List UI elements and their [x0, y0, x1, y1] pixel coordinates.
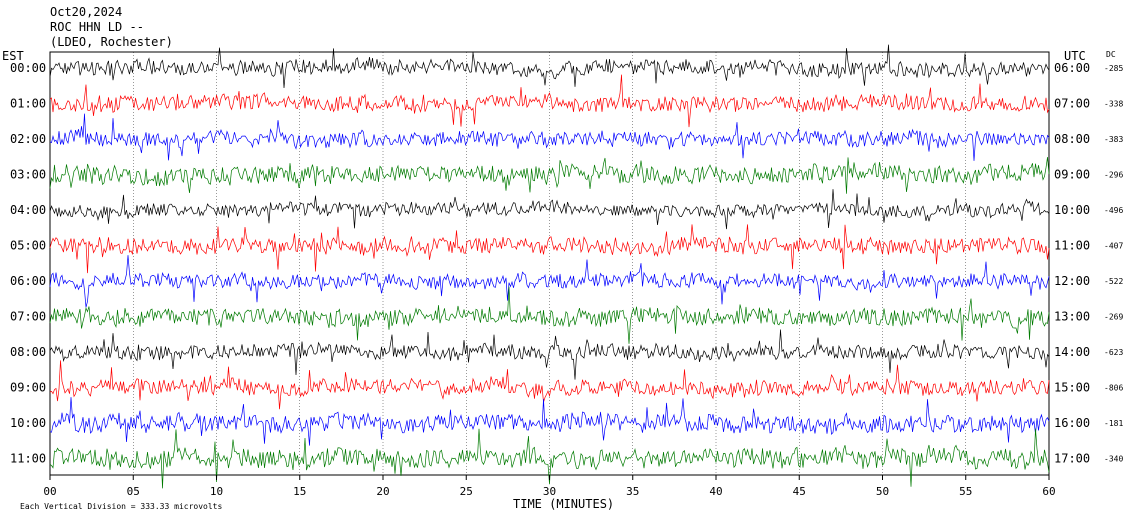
utc-hour-labels: 06:00 07:00 08:00 09:00 10:00 11:00 12:00 13:00… [1054, 61, 1090, 466]
dc-value: -496 [1104, 206, 1123, 215]
trace-row-0400 [49, 189, 1050, 230]
x-tick-label: 55 [959, 485, 972, 498]
est-label: 05:00 [10, 239, 46, 253]
x-tick-label: 30 [543, 485, 556, 498]
left-axis-label: EST [2, 49, 24, 63]
dc-label: DC [1106, 50, 1116, 59]
utc-label: 13:00 [1054, 310, 1090, 324]
utc-label: 11:00 [1054, 239, 1090, 253]
utc-label: 16:00 [1054, 416, 1090, 430]
trace-row-0300 [49, 156, 1050, 194]
trace-layer [49, 44, 1050, 489]
est-label: 06:00 [10, 274, 46, 288]
x-tick-labels: 00 05 10 15 20 25 30 35 40 45 50 55 60 [43, 475, 1056, 498]
utc-label: 06:00 [1054, 61, 1090, 75]
x-tick-label: 60 [1042, 485, 1055, 498]
right-axis-label: UTC [1064, 49, 1086, 63]
trace-row-0000 [49, 44, 1050, 89]
x-tick-label: 10 [210, 485, 223, 498]
utc-label: 14:00 [1054, 345, 1090, 359]
scale-note: Each Vertical Division = 333.33 microvol… [20, 502, 222, 511]
dc-value: -623 [1104, 348, 1123, 357]
dc-value: -269 [1104, 313, 1123, 322]
est-label: 04:00 [10, 203, 46, 217]
x-tick-label: 15 [293, 485, 306, 498]
dc-value: -383 [1104, 135, 1123, 144]
est-label: 07:00 [10, 310, 46, 324]
est-label: 10:00 [10, 416, 46, 430]
est-label: 00:00 [10, 61, 46, 75]
dc-value: -296 [1104, 171, 1123, 180]
dc-value: -407 [1104, 242, 1123, 251]
est-label: 03:00 [10, 168, 46, 182]
x-tick-label: 45 [793, 485, 806, 498]
x-axis-title: TIME (MINUTES) [513, 497, 614, 511]
x-tick-label: 50 [876, 485, 889, 498]
est-label: 08:00 [10, 345, 46, 359]
trace-row-1000 [49, 397, 1050, 446]
trace-row-0900 [49, 360, 1050, 410]
utc-label: 10:00 [1054, 203, 1090, 217]
utc-label: 15:00 [1054, 381, 1090, 395]
x-tick-label: 00 [43, 485, 56, 498]
dc-value: -338 [1104, 100, 1123, 109]
est-label: 02:00 [10, 132, 46, 146]
dc-value: -806 [1104, 384, 1123, 393]
dc-offset-labels: -285 -338 -383 -296 -496 -407 -522 -269 -623 -806… [1104, 64, 1123, 464]
x-tick-label: 40 [709, 485, 722, 498]
x-tick-label: 35 [626, 485, 639, 498]
header-station: ROC HHN LD -- [50, 20, 144, 34]
trace-row-0600 [49, 255, 1050, 308]
grid-lines [49, 52, 1050, 475]
dc-value: -285 [1104, 64, 1123, 73]
trace-row-0200 [49, 113, 1050, 161]
x-tick-label: 25 [460, 485, 473, 498]
est-label: 09:00 [10, 381, 46, 395]
trace-row-0100 [49, 74, 1050, 128]
est-label: 01:00 [10, 97, 46, 111]
est-label: 11:00 [10, 452, 46, 466]
utc-label: 12:00 [1054, 274, 1090, 288]
utc-label: 07:00 [1054, 97, 1090, 111]
utc-label: 09:00 [1054, 168, 1090, 182]
header-network: (LDEO, Rochester) [50, 35, 173, 49]
dc-value: -340 [1104, 455, 1123, 464]
header-date: Oct20,2024 [50, 5, 122, 19]
trace-row-0700 [49, 286, 1050, 344]
dc-value: -181 [1104, 419, 1123, 428]
utc-label: 08:00 [1054, 132, 1090, 146]
utc-label: 17:00 [1054, 452, 1090, 466]
dc-value: -522 [1104, 277, 1123, 286]
est-hour-labels: 00:00 01:00 02:00 03:00 04:00 05:00 06:00 07:00… [10, 61, 46, 466]
trace-row-1100 [49, 428, 1050, 489]
x-tick-label: 05 [127, 485, 140, 498]
trace-row-0500 [49, 224, 1050, 274]
trace-row-0800 [49, 329, 1050, 380]
x-tick-label: 20 [376, 485, 389, 498]
